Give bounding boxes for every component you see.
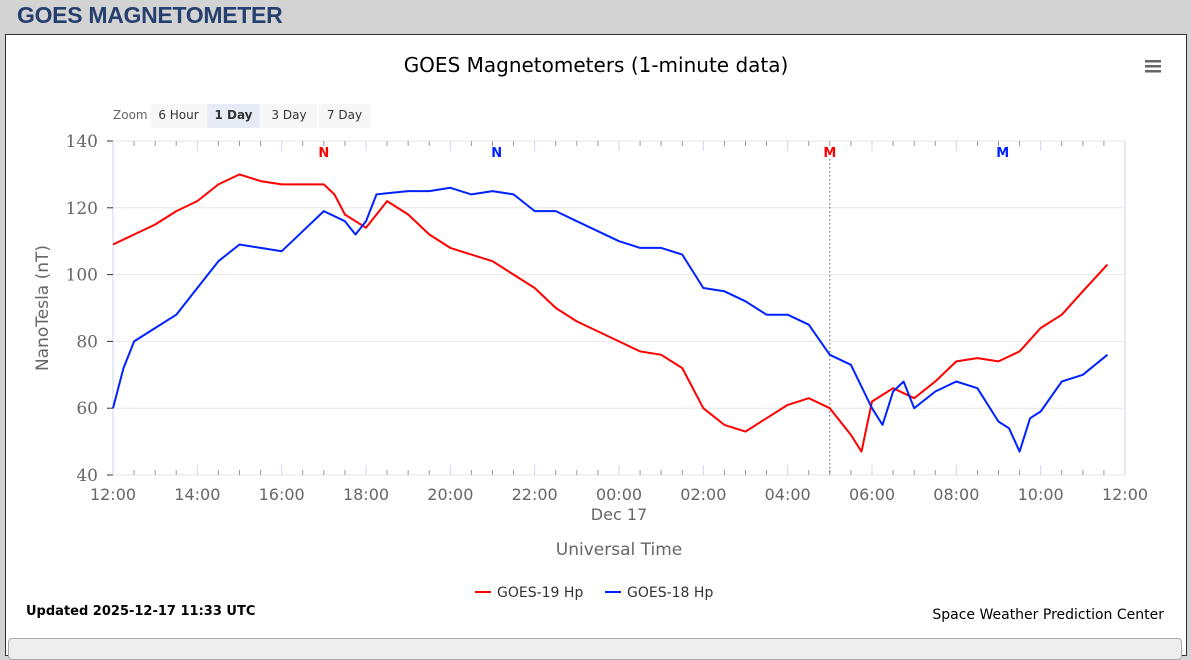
- zoom-button-bg[interactable]: [261, 104, 317, 128]
- x-tick-label: 16:00: [259, 485, 305, 504]
- x-tick-label: 06:00: [849, 485, 895, 504]
- y-tick-label: 60: [76, 399, 98, 419]
- zoom-button-label[interactable]: 7 Day: [327, 108, 362, 122]
- y-axis-label: NanoTesla (nT): [33, 245, 53, 371]
- magnetometer-chart: GOES Magnetometers (1-minute data) Zoom …: [26, 53, 1164, 623]
- x-tick-label: 10:00: [1018, 485, 1064, 504]
- updated-timestamp: Updated 2025-12-17 11:33 UTC: [26, 604, 255, 619]
- x-axis-label: Universal Time: [556, 540, 682, 560]
- y-tick-label: 140: [66, 132, 98, 152]
- x-tick-label: 14:00: [174, 485, 220, 504]
- y-tick-label: 80: [76, 332, 98, 352]
- zoom-button-6-hour[interactable]: 6 Hour: [151, 104, 206, 128]
- marker-label: N: [491, 146, 502, 161]
- chart-panel: [5, 34, 1187, 656]
- series-line-goes-18-hp: [112, 186, 1109, 453]
- chart-title: GOES Magnetometers (1-minute data): [404, 53, 789, 77]
- x-tick-label: 08:00: [933, 485, 979, 504]
- credit-label: Space Weather Prediction Center: [932, 607, 1164, 623]
- x-tick-label: 04:00: [765, 485, 811, 504]
- x-tick-label: 18:00: [343, 485, 389, 504]
- legend-label[interactable]: GOES-19 Hp: [497, 585, 583, 601]
- marker-label: M: [823, 146, 836, 161]
- zoom-button-bg[interactable]: [151, 104, 206, 128]
- plot-border: [112, 140, 1126, 476]
- y-tick-label: 100: [66, 266, 98, 286]
- zoom-button-1-day[interactable]: 1 Day: [207, 104, 260, 128]
- legend-item[interactable]: GOES-18 Hp: [605, 585, 713, 601]
- zoom-label: Zoom: [113, 108, 148, 122]
- y-tick-label: 120: [66, 199, 98, 219]
- x-tick-label: 00:00: [596, 485, 642, 504]
- page-title: GOES MAGNETOMETER: [17, 2, 283, 28]
- legend-item[interactable]: GOES-19 Hp: [475, 585, 583, 601]
- x-tick-label: 22:00: [512, 485, 558, 504]
- zoom-button-bg[interactable]: [318, 104, 371, 128]
- hamburger-menu-icon[interactable]: [1143, 58, 1163, 76]
- x-tick-label: 12:00: [90, 485, 136, 504]
- marker-label: N: [318, 146, 329, 161]
- x-tick-label: 02:00: [680, 485, 726, 504]
- zoom-button-label[interactable]: 1 Day: [214, 108, 252, 122]
- zoom-button-label[interactable]: 3 Day: [271, 108, 306, 122]
- y-tick-label: 40: [76, 466, 98, 486]
- x-tick-label: 20:00: [427, 485, 473, 504]
- marker-label: M: [996, 146, 1009, 161]
- series-line-goes-19-hp: [112, 173, 1109, 453]
- legend-label[interactable]: GOES-18 Hp: [627, 585, 713, 601]
- zoom-button-bg[interactable]: [207, 104, 260, 128]
- x-tick-label: 12:00: [1102, 485, 1148, 504]
- zoom-button-7-day[interactable]: 7 Day: [318, 104, 371, 128]
- zoom-button-label[interactable]: 6 Hour: [158, 108, 198, 122]
- date-label: Dec 17: [591, 505, 647, 524]
- zoom-button-3-day[interactable]: 3 Day: [261, 104, 317, 128]
